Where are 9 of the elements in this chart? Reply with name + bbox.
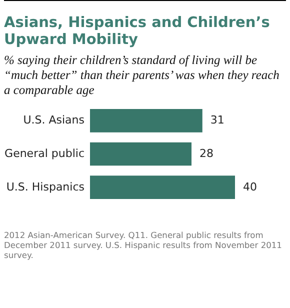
chart-title: Asians, Hispanics and Children’s Upward Mobility: [4, 15, 271, 49]
y-tick-label: General public: [4, 147, 84, 160]
text: 2012 Asian-American Survey. Q11. General public results from December 2011 survey. U.S. Hispanic results from November 2011 survey.: [4, 230, 283, 260]
y-tick-label: U.S. Asians: [23, 114, 85, 127]
data-label: 28: [200, 147, 214, 160]
y-tick-label: U.S. Hispanics: [6, 180, 85, 194]
data-label: 31: [210, 114, 224, 127]
data-label: 40: [243, 180, 257, 194]
chart-subtitle: % saying their children’s standard of living will be “much better” than their parents’ was when they reach a comparable age: [4, 53, 280, 98]
